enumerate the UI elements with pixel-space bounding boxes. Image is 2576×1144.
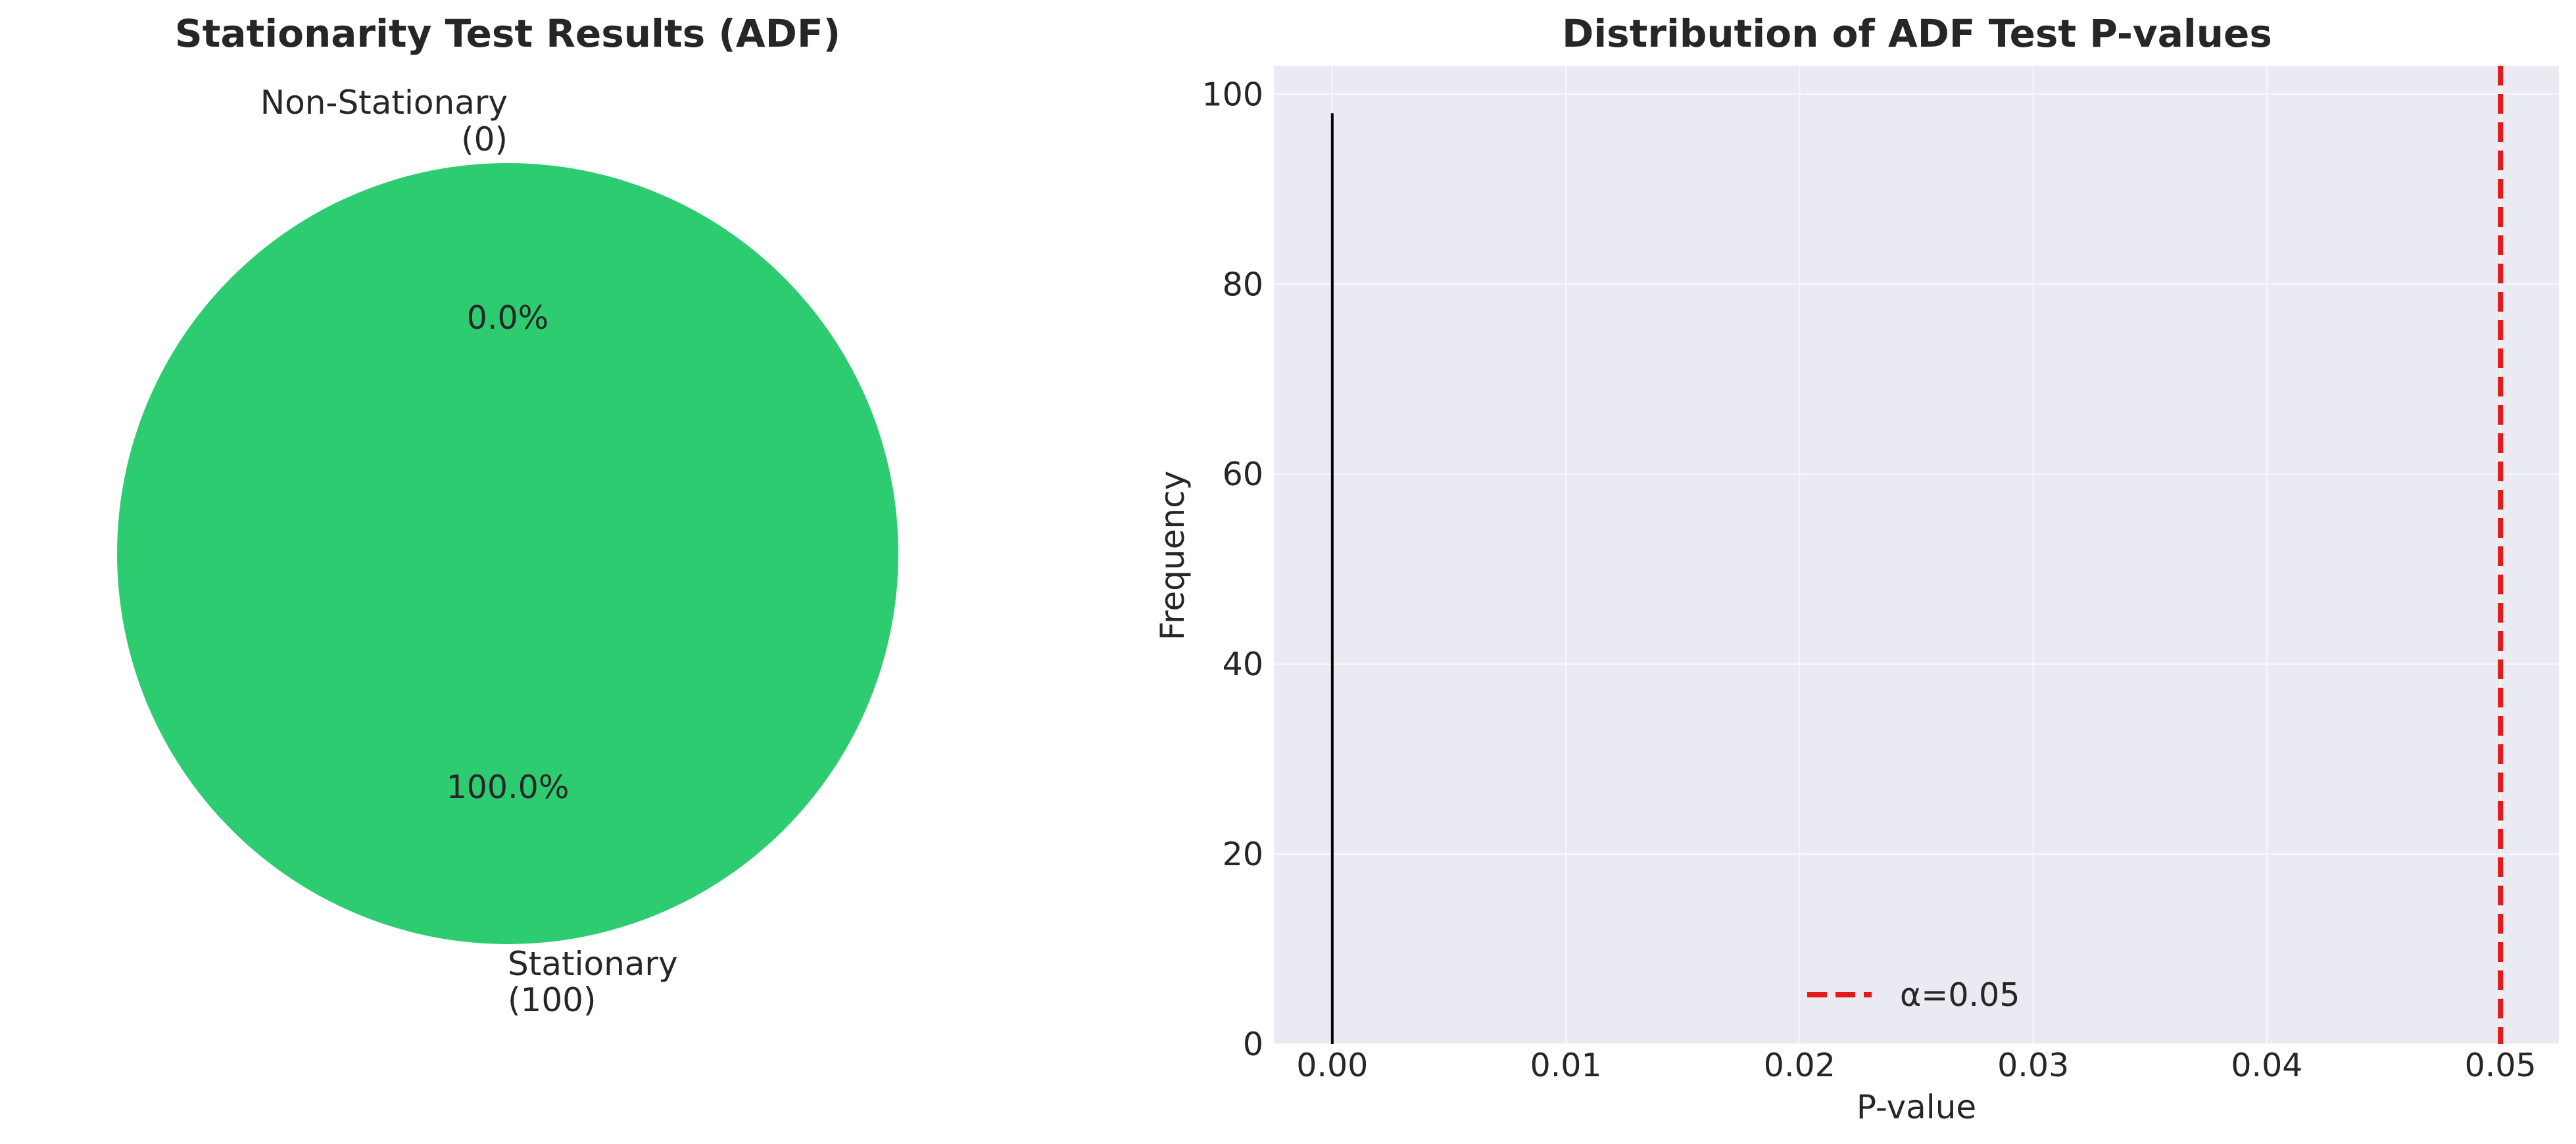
x-tick-label: 0.04 [2231,1047,2302,1084]
histogram-title: Distribution of ADF Test P-values [1562,11,2272,56]
x-axis-label: P-value [1857,1088,1976,1126]
pie-label-non-stationary-line2: (0) [461,120,508,158]
grid-lines [1274,66,2559,1045]
histogram-panel: Distribution of ADF Test P-values 0 20 40 6… [1154,11,2559,1126]
pie-label-stationary-line1: Stationary [508,945,678,983]
pie-pct-stationary: 100.0% [447,769,570,806]
x-tick-label: 0.03 [1997,1047,2069,1084]
x-tick-label: 0.00 [1296,1047,1368,1084]
pie-chart-title: Stationarity Test Results (ADF) [175,11,840,56]
x-axis-ticks: 0.00 0.01 0.02 0.03 0.04 0.05 [1296,1047,2536,1084]
x-tick-label: 0.01 [1530,1047,1602,1084]
legend-threshold-label: α=0.05 [1900,976,2020,1014]
y-tick-label: 80 [1223,266,1263,303]
x-tick-label: 0.02 [1764,1047,1835,1084]
y-axis-label: Frequency [1154,471,1192,640]
y-tick-label: 40 [1223,646,1263,683]
plot-area [1274,66,2559,1044]
pie-label-stationary-line2: (100) [508,981,596,1019]
pie-slice-stationary [117,163,898,944]
pie-pct-non-stationary: 0.0% [467,299,549,337]
y-axis-ticks: 0 20 40 60 80 100 [1202,76,1263,1063]
y-tick-label: 100 [1202,76,1263,113]
y-tick-label: 20 [1223,836,1263,873]
y-tick-label: 60 [1223,456,1263,493]
pie-chart-panel: Stationarity Test Results (ADF) Non-Stat… [117,11,898,1019]
pie-label-non-stationary-line1: Non-Stationary [260,83,508,122]
y-tick-label: 0 [1243,1026,1263,1063]
legend: α=0.05 [1807,976,2020,1014]
x-tick-label: 0.05 [2465,1047,2537,1084]
